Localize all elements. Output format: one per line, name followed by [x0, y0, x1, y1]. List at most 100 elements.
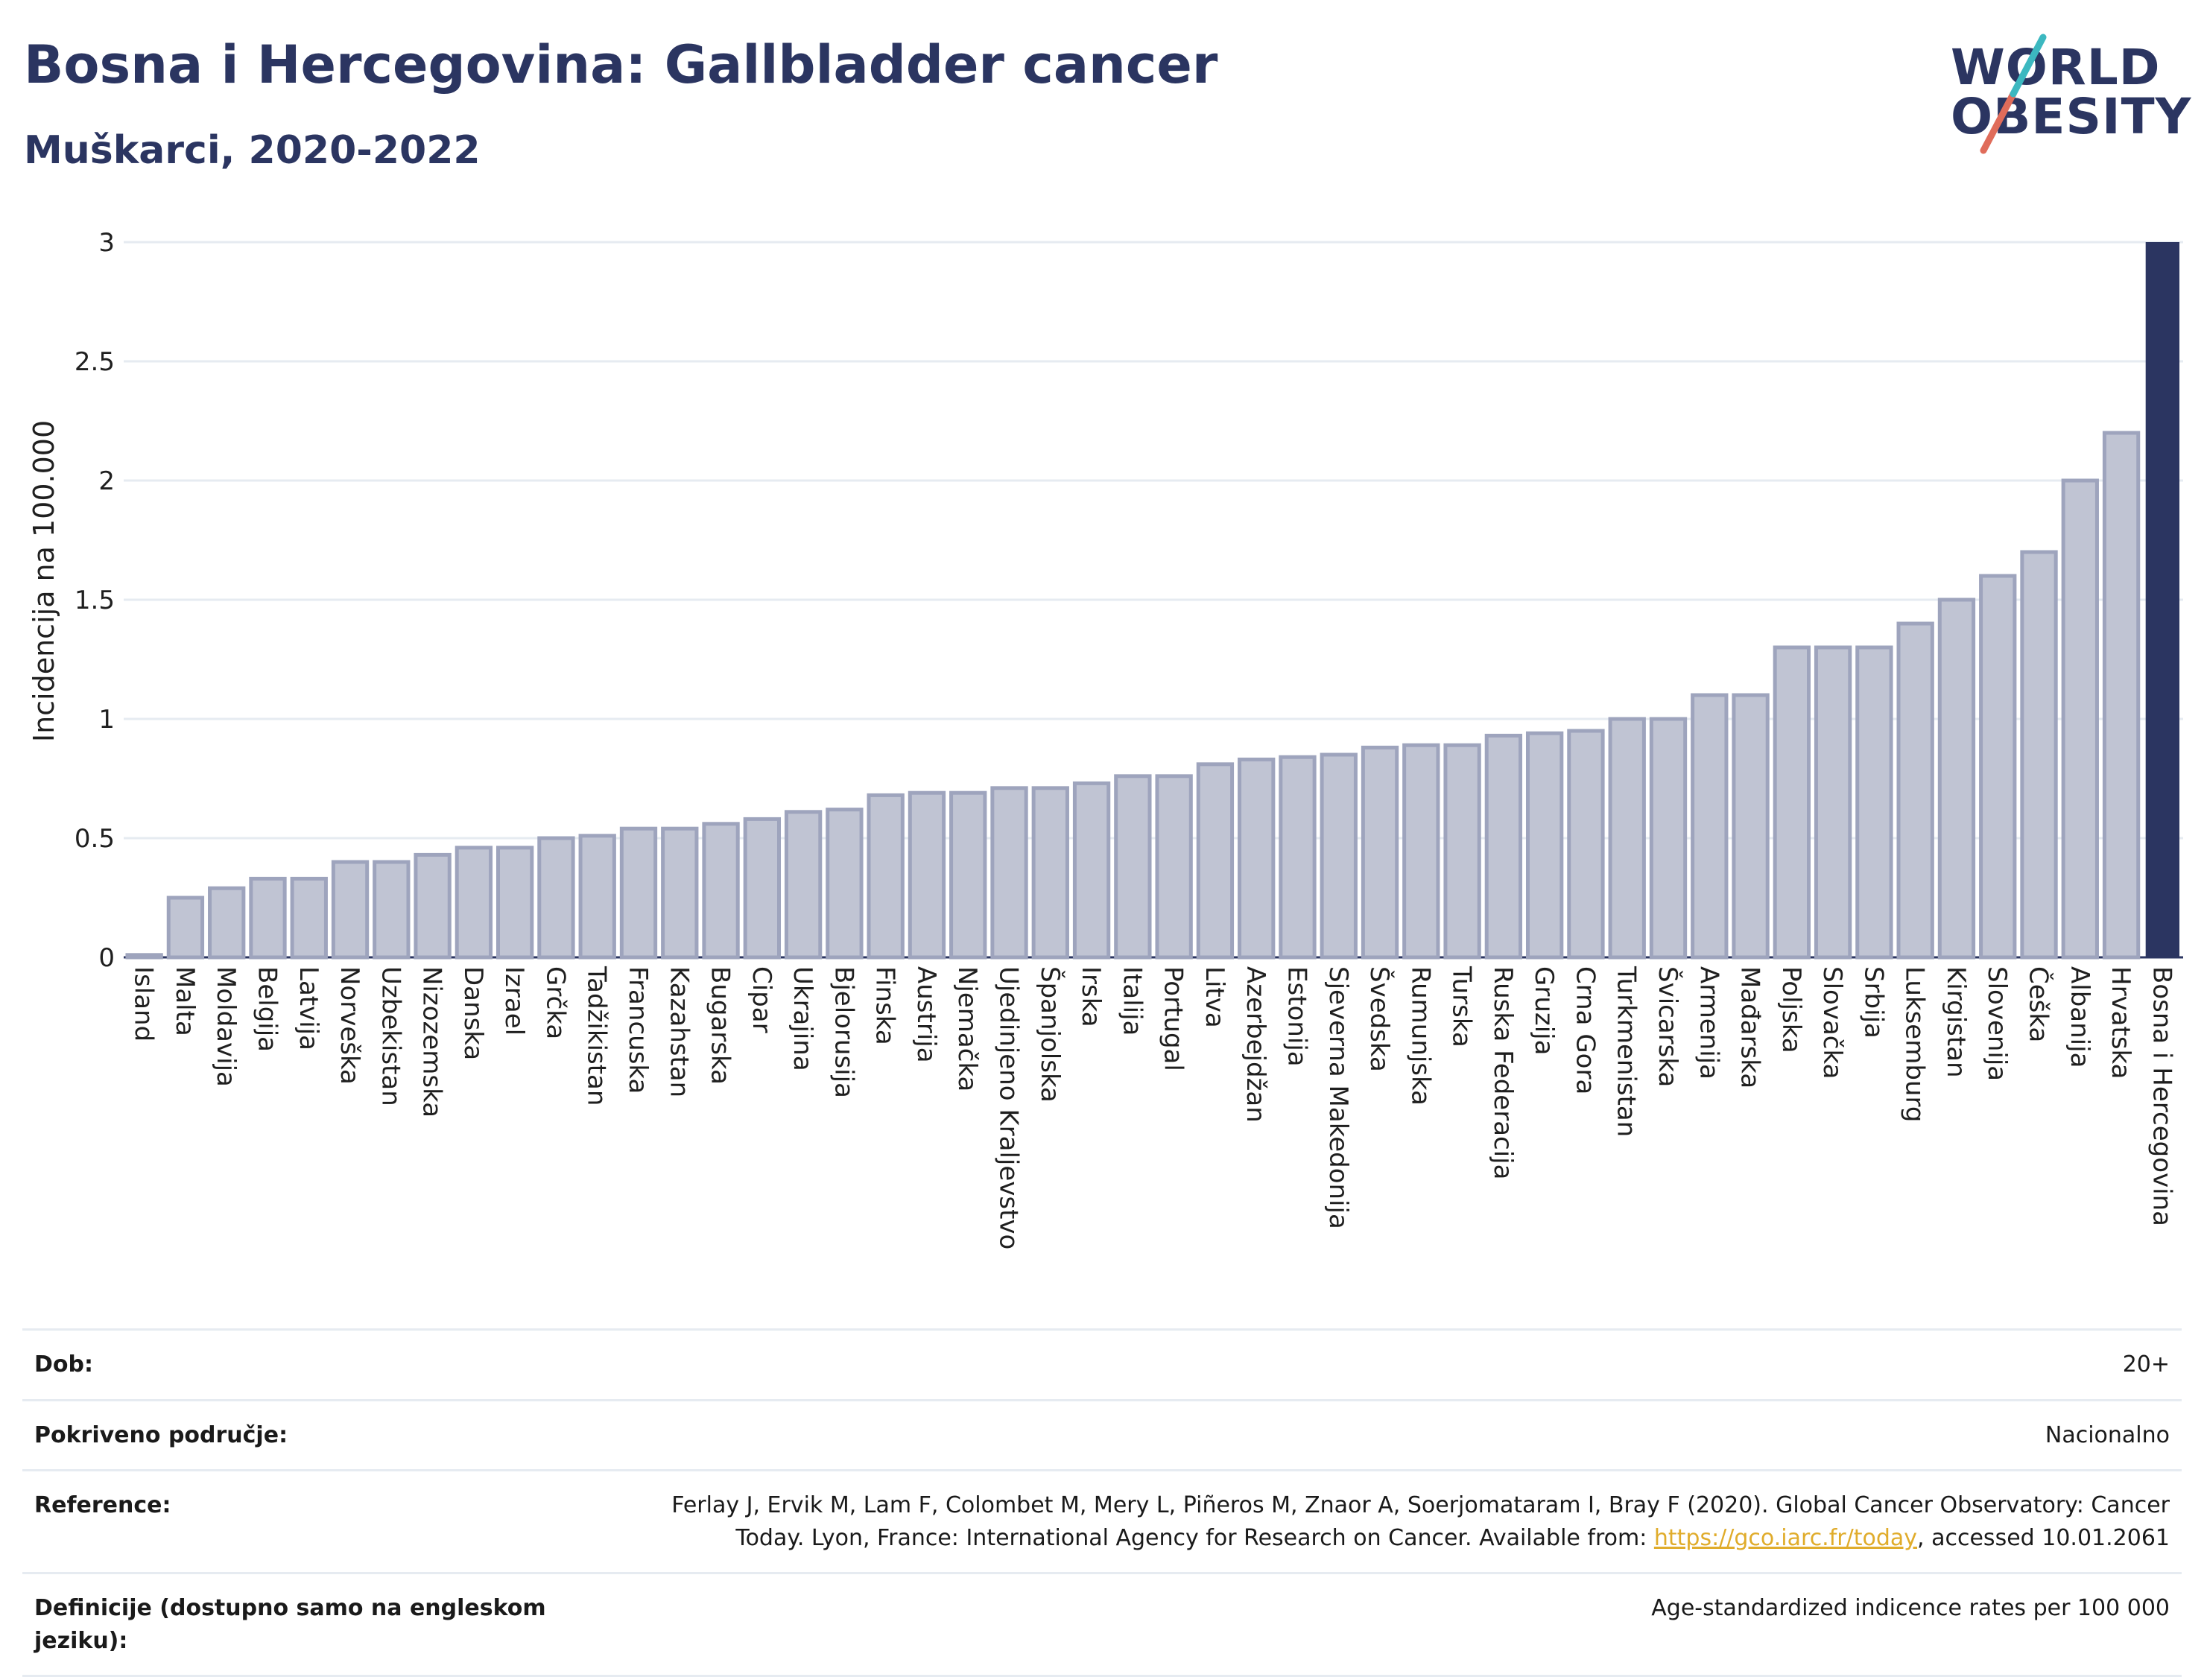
x-tick-label: Danska — [458, 966, 488, 1060]
bar-mađarska — [1732, 693, 1770, 960]
x-axis-labels: Island Malta Moldavija Belgija Latvija Norveš… — [129, 966, 2177, 1249]
bar-armenija — [1691, 693, 1729, 960]
bar-švicarska — [1649, 717, 1688, 960]
x-tick-label: Mađarska — [1735, 966, 1765, 1088]
info-row-reference: Reference: Ferlay J, Ervik M, Lam F, Col… — [22, 1469, 2182, 1574]
x-tick-label: Turkmenistan — [1612, 966, 1641, 1137]
bar-estonija — [1279, 755, 1317, 960]
bar-chart: 0 0.5 1 1.5 2 2.5 3 Island Malta Moldavija Belgij… — [28, 228, 2183, 1249]
x-tick-label: Azerbejdžan — [1241, 966, 1270, 1123]
x-tick-label: Ukrajina — [788, 966, 817, 1071]
bar-nizozemska — [414, 852, 452, 960]
x-tick-label: Irska — [1076, 966, 1106, 1027]
bar-portugal — [1155, 774, 1193, 960]
bar-finska — [867, 793, 905, 960]
y-tick-label: 2.5 — [75, 347, 115, 377]
bar-irska — [1072, 781, 1111, 960]
bar-grčka — [537, 836, 575, 960]
x-tick-label: Češka — [2024, 966, 2054, 1042]
y-axis-ticks: 0 0.5 1 1.5 2 2.5 3 — [75, 228, 115, 973]
bar-češka — [2020, 550, 2058, 960]
bar-crna-gora — [1567, 729, 1605, 960]
bar-kazahstan — [661, 826, 699, 960]
bar-kirgistan — [1937, 597, 1976, 960]
info-row-definitions: Definicije (dostupno samo na engleskom j… — [22, 1572, 2182, 1677]
bar-cipar — [743, 817, 782, 960]
world-obesity-logo: WORLD OBESITY — [1937, 22, 2191, 156]
x-tick-label: Norveška — [335, 966, 364, 1085]
info-key-coverage: Pokriveno područje: — [22, 1398, 612, 1471]
bar-azerbejdžan — [1238, 757, 1276, 960]
x-tick-label: Sjeverna Makedonija — [1323, 966, 1353, 1229]
x-tick-label: Ruska Federacija — [1488, 966, 1518, 1179]
bar-bugarska — [702, 822, 740, 960]
x-tick-label: Grčka — [540, 966, 570, 1039]
x-tick-label: Rumunjska — [1405, 966, 1435, 1106]
y-tick-label: 1 — [98, 705, 115, 735]
y-tick-label: 0 — [98, 943, 115, 973]
bar-francuska — [619, 826, 658, 960]
bar-slovenija — [1979, 574, 2017, 960]
reference-text: Ferlay J, Ervik M, Lam F, Colombet M, Me… — [671, 1492, 2170, 1551]
x-tick-label: Island — [129, 966, 159, 1042]
bar-turska — [1443, 743, 1481, 960]
x-tick-label: Ujedinjeno Kraljevstvo — [994, 966, 1024, 1249]
x-tick-label: Kirgistan — [1941, 966, 1971, 1078]
logo-text-line1: WORLD — [1951, 39, 2161, 96]
bar-danska — [455, 846, 493, 960]
x-tick-label: Švedska — [1364, 966, 1395, 1072]
reference-link[interactable]: https://gco.iarc.fr/today — [1653, 1524, 1918, 1551]
y-tick-label: 1.5 — [75, 586, 115, 615]
x-tick-label: Njemačka — [952, 966, 982, 1091]
bar-uzbekistan — [373, 860, 411, 960]
x-tick-label: Bosna i Hercegovina — [2147, 966, 2176, 1226]
bar-španjolska — [1031, 786, 1069, 960]
x-tick-label: Crna Gora — [1570, 966, 1600, 1094]
bar-njemačka — [949, 790, 987, 960]
x-tick-label: Latvija — [294, 966, 323, 1050]
bar-turkmenistan — [1608, 717, 1646, 960]
bar-malta — [166, 896, 205, 960]
x-tick-label: Srbija — [1858, 966, 1888, 1039]
x-tick-label: Gruzija — [1529, 966, 1559, 1055]
chart-subtitle: Muškarci, 2020-2022 — [24, 128, 481, 173]
x-tick-label: Finska — [870, 966, 900, 1045]
x-tick-label: Bugarska — [706, 966, 735, 1085]
x-tick-label: Slovenija — [1982, 966, 2012, 1081]
x-tick-label: Kazahstan — [664, 966, 694, 1097]
chart-title: Bosna i Hercegovina: Gallbladder cancer — [24, 34, 1218, 95]
x-tick-label: Estonija — [1282, 966, 1311, 1067]
x-tick-label: Cipar — [747, 966, 776, 1033]
bar-sjeverna-makedonija — [1320, 752, 1358, 960]
info-value-coverage: Nacionalno — [612, 1398, 2182, 1471]
x-tick-label: Turska — [1447, 966, 1477, 1047]
x-tick-label: Poljska — [1776, 966, 1806, 1053]
y-axis-title: Incidencija na 100.000 — [28, 420, 60, 742]
bar-austrija — [908, 790, 946, 960]
bar-tadžikistan — [578, 834, 616, 960]
y-tick-label: 0.5 — [75, 824, 115, 854]
info-key-reference: Reference: — [22, 1469, 612, 1574]
y-tick-label: 2 — [98, 466, 115, 496]
bar-izrael — [495, 846, 534, 960]
x-tick-label: Španjolska — [1035, 966, 1065, 1103]
info-key-age: Dob: — [22, 1328, 612, 1401]
info-value-age: 20+ — [612, 1328, 2182, 1401]
bar-hrvatska — [2102, 431, 2141, 960]
bar-luksemburg — [1896, 621, 1934, 960]
bar-albanija — [2061, 478, 2099, 960]
x-tick-label: Nizozemska — [417, 966, 447, 1118]
info-value-reference: Ferlay J, Ervik M, Lam F, Colombet M, Me… — [612, 1469, 2182, 1574]
x-tick-label: Litva — [1200, 966, 1229, 1028]
x-tick-label: Moldavija — [211, 966, 241, 1087]
x-tick-label: Tadžikistan — [582, 966, 612, 1106]
x-tick-label: Austrija — [911, 966, 941, 1063]
bar-moldavija — [208, 886, 246, 960]
bar-rumunjska — [1402, 743, 1440, 960]
x-tick-label: Armenija — [1694, 966, 1723, 1080]
x-tick-label: Francuska — [623, 966, 653, 1094]
x-tick-label: Izrael — [499, 966, 529, 1036]
x-tick-label: Hrvatska — [2106, 966, 2135, 1079]
info-row-coverage: Pokriveno područje: Nacionalno — [22, 1398, 2182, 1471]
bar-litva — [1196, 762, 1235, 960]
